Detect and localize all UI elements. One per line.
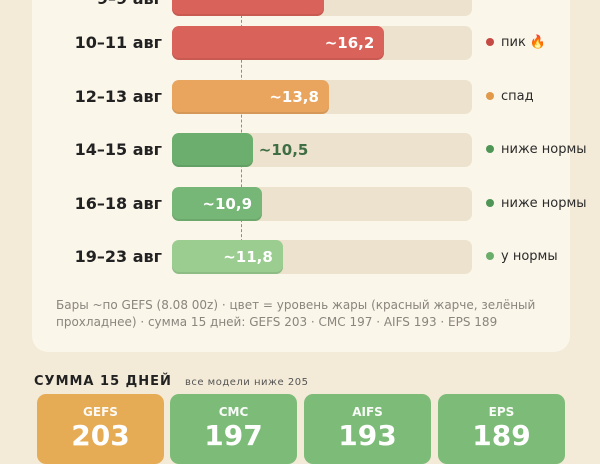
model-tile-eps: EPS 189 — [438, 394, 565, 464]
row-status: ниже нормы — [486, 133, 587, 167]
row-status: ниже нормы — [486, 187, 587, 221]
status-text: спад — [501, 89, 534, 104]
bar-value-label: ~10,5 — [258, 141, 309, 159]
summary-header: СУММА 15 ДНЕЙ все модели ниже 205 — [34, 370, 308, 389]
model-tile-aifs: AIFS 193 — [304, 394, 431, 464]
bar — [172, 26, 385, 60]
status-text: ниже нормы — [501, 196, 587, 211]
model-name: AIFS — [352, 405, 383, 419]
row-status: пик 🔥 — [486, 26, 546, 60]
row-date-label: 9–9 авг — [40, 0, 162, 16]
model-tile-gefs: GEFS 203 — [37, 394, 164, 464]
bar-value-label: ~11,8 — [223, 248, 273, 266]
status-dot-icon — [486, 144, 494, 153]
row-date-label: 19–23 авг — [74, 247, 162, 266]
model-name: CMC — [218, 405, 249, 419]
row-date-label: 14–15 авг — [74, 140, 162, 159]
bar — [172, 80, 329, 114]
bar — [172, 133, 253, 167]
bar — [172, 0, 325, 16]
model-sum: 197 — [204, 419, 263, 452]
row-status: у нормы — [486, 240, 558, 274]
status-text: у нормы — [501, 249, 558, 264]
row-status: спад — [486, 80, 534, 114]
bar-value-label: ~16,2 — [324, 34, 375, 52]
row-date-label: 16–18 авг — [74, 194, 162, 213]
status-dot-icon — [486, 37, 494, 46]
bar — [172, 240, 283, 274]
model-sum: 189 — [472, 419, 531, 452]
bar-value-label: ~10,9 — [202, 195, 252, 213]
status-dot-icon — [486, 91, 494, 100]
model-tile-cmc: CMC 197 — [170, 394, 297, 464]
model-sum: 203 — [71, 419, 130, 452]
status-dot-icon — [486, 198, 494, 207]
status-dot-icon — [486, 251, 494, 260]
model-name: EPS — [488, 405, 515, 419]
summary-subtitle: все модели ниже 205 — [184, 377, 309, 388]
model-sum: 193 — [338, 419, 397, 452]
model-name: GEFS — [83, 405, 118, 419]
chart-note: Бары ~по GEFS (8.08 00z) · цвет = уровен… — [56, 298, 536, 329]
status-text: ниже нормы — [501, 142, 587, 157]
bar-value-label: ~13,8 — [269, 88, 319, 106]
status-text: пик 🔥 — [501, 35, 547, 50]
bar — [172, 187, 262, 221]
summary-title: СУММА 15 ДНЕЙ — [34, 374, 172, 389]
row-date-label: 10–11 авг — [74, 33, 162, 52]
row-date-label: 12–13 авг — [74, 87, 162, 106]
